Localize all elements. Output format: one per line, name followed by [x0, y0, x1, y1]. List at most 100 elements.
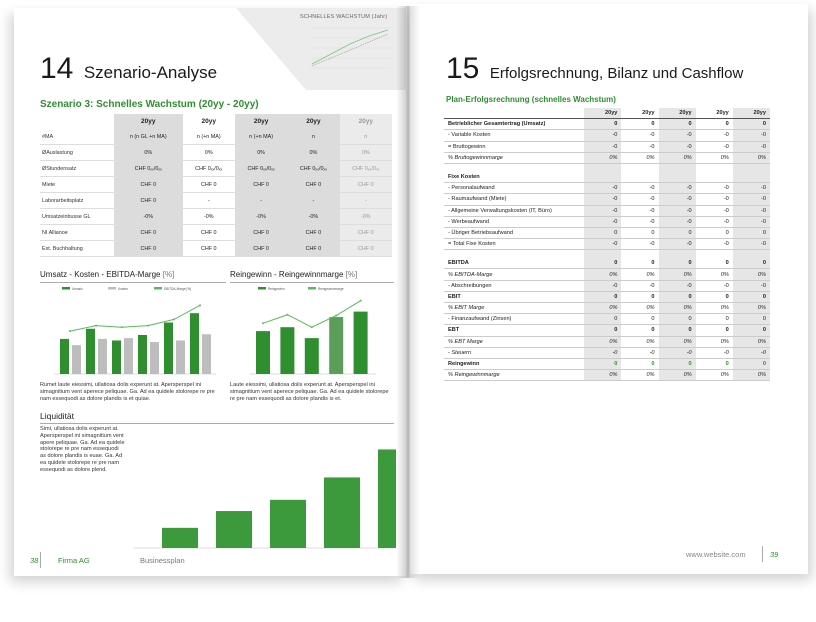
pl-cell: 0%: [621, 302, 659, 315]
pl-cell: 0%: [621, 152, 659, 164]
pl-cell: [621, 171, 659, 184]
pl-cell: 0%: [658, 336, 696, 348]
pl-cell: -0: [695, 182, 733, 195]
pl-cell: [621, 163, 658, 172]
pl-cell: -0: [658, 280, 696, 292]
table-row: = Total Fixe Kosten -0 -0 -0 -0 -0: [444, 238, 770, 251]
pl-cell: -0: [695, 129, 733, 142]
pl-row-label: Reingewinn: [444, 358, 585, 371]
pl-cell: 0: [584, 118, 622, 131]
table-row: % Bruttogewinnmarge 0% 0% 0% 0% 0%: [444, 152, 770, 164]
scenario-cell: -0%: [234, 208, 288, 225]
pl-cell: 0%: [584, 369, 622, 382]
pl-cell: 0: [732, 313, 770, 326]
pl-cell: [696, 163, 733, 172]
scenario-row-label: #MA: [42, 133, 54, 140]
table-row: NI Allianoe CHF 0 CHF 0 CHF 0 CHF 0 CHF 0: [40, 224, 392, 241]
table-row: - Steuern -0 -0 -0 -0 -0: [444, 347, 770, 359]
pl-row-label: - Raumaufwand (Miete): [444, 193, 585, 206]
pl-cell: -0: [732, 182, 770, 195]
scenario-year-header: 20yy: [339, 114, 392, 129]
pl-row-label: - Abschreibungen: [444, 280, 585, 292]
pl-row-label: % EBITDA-Marge: [444, 268, 585, 281]
pl-cell: 0%: [658, 369, 696, 382]
scenario-row-label: Ext. Buchhaltung: [42, 245, 83, 252]
table-row: EBT 0 0 0 0 0: [444, 324, 770, 337]
pl-cell: [584, 171, 622, 184]
chapter-heading-right: Erfolgsrechnung, Bilanz und Cashflow: [489, 65, 744, 82]
marge-line: [262, 300, 361, 328]
scenario-cell: n (+n MA): [234, 129, 288, 145]
scenario-year-header: 20yy: [234, 114, 288, 129]
scenario-cell: 0%: [204, 149, 213, 156]
header-decoration: [236, 8, 406, 90]
legend-label: EBITDA-Marge [%]: [164, 287, 191, 291]
pl-cell: -0: [732, 193, 770, 206]
umsatz-kosten-chart: Umsatz Kosten EBITDA-Marge [%]: [54, 287, 216, 375]
reingewinn-chart: Reingewinn Reingewinnmarge: [250, 287, 376, 375]
pl-row-label: EBITDA: [444, 258, 585, 270]
pl-cell: 0%: [732, 369, 770, 382]
pl-cell: [584, 249, 622, 259]
liquidity-bar: [270, 499, 306, 548]
pl-cell: [658, 171, 696, 184]
pl-cell: 0: [584, 258, 622, 270]
liquidity-paragraph: Simi, ullatiosa dolis experunt at. Apers…: [40, 426, 125, 473]
pl-cell: -0: [732, 347, 770, 359]
pl-cell: -0: [732, 141, 770, 153]
pl-cell: 0%: [584, 302, 622, 315]
legend-label: Reingewinnmarge: [318, 287, 344, 291]
pl-cell: 0%: [584, 336, 622, 348]
table-row: - Abschreibungen -0 -0 -0 -0 -0: [444, 280, 770, 292]
pl-cell: [584, 163, 622, 172]
pl-cell: -0: [621, 238, 659, 251]
pl-cell: -0: [621, 205, 659, 217]
table-row: - Finanzaufwand (Zinsen) 0 0 0 0 0: [444, 313, 770, 326]
pl-cell: [696, 250, 733, 259]
footer-website: www.website.com: [686, 550, 746, 559]
table-row: #MA n (n GL +n MA) n (+n MA) n (+n MA) n n: [40, 129, 392, 145]
chart1-unit: [%]: [162, 270, 175, 279]
scenario-cell: CHF 0ₓₓ/0ₓₓ: [234, 160, 288, 177]
pl-cell: -0: [658, 205, 696, 217]
pl-cell: 0%: [695, 336, 733, 348]
pl-cell: -0: [695, 141, 733, 153]
pl-cell: -0: [584, 182, 622, 195]
footer-company: Firma AG: [58, 556, 90, 565]
scenario-table: 20yy 20yy 20yy 20yy 20yy #MA n (n GL +n MA) n …: [40, 114, 392, 257]
table-row: Betrieblicher Gesamtertrag (Umsatz) 0 0 0 0 0: [444, 118, 770, 131]
scenario-cell: CHF 0: [200, 181, 217, 188]
scenario-cell: CHF 0: [114, 176, 183, 193]
scenario-cell: CHF 0: [114, 192, 183, 209]
pl-cell: 0%: [658, 302, 696, 315]
umsatz-bar: [190, 313, 199, 374]
scenario-cell: n: [339, 129, 392, 145]
left-page: SCHNELLES WACHSTUM (Jahr) 14 Szenario-An…: [14, 8, 406, 576]
scenario-cell: CHF 0: [200, 229, 217, 236]
chapter-title: 14 Szenario-Analyse: [40, 52, 217, 86]
pl-cell: 0%: [621, 369, 659, 382]
marge-point: [359, 299, 362, 302]
pl-cell: -0: [584, 193, 622, 206]
reingewinn-bar: [353, 311, 368, 374]
pl-cell: -0: [732, 216, 770, 228]
pl-row-label: - Steuern: [444, 347, 585, 359]
kosten-bar: [150, 342, 159, 374]
pl-cell: 0%: [732, 336, 770, 348]
pl-cell: -0: [658, 347, 696, 359]
pl-cell: 0%: [732, 302, 770, 315]
ebitda-point: [173, 318, 175, 321]
umsatz-bar: [138, 335, 147, 374]
pl-cell: 0: [695, 258, 733, 270]
table-row: EBIT 0 0 0 0 0: [444, 291, 770, 304]
table-row: Miete CHF 0 CHF 0 CHF 0 CHF 0 CHF 0: [40, 176, 392, 193]
pl-cell: [658, 249, 696, 259]
mini-series-line: [311, 29, 389, 65]
pl-cell: 0: [658, 258, 696, 270]
pl-cell: [732, 163, 770, 172]
scenario-year-header: 20yy: [287, 114, 340, 129]
scenario-cell: CHF 0: [287, 176, 340, 193]
pl-cell: 0: [658, 324, 696, 337]
scenario-cell: 0%: [234, 144, 288, 161]
table-row: Reingewinn 0 0 0 0 0: [444, 358, 770, 371]
